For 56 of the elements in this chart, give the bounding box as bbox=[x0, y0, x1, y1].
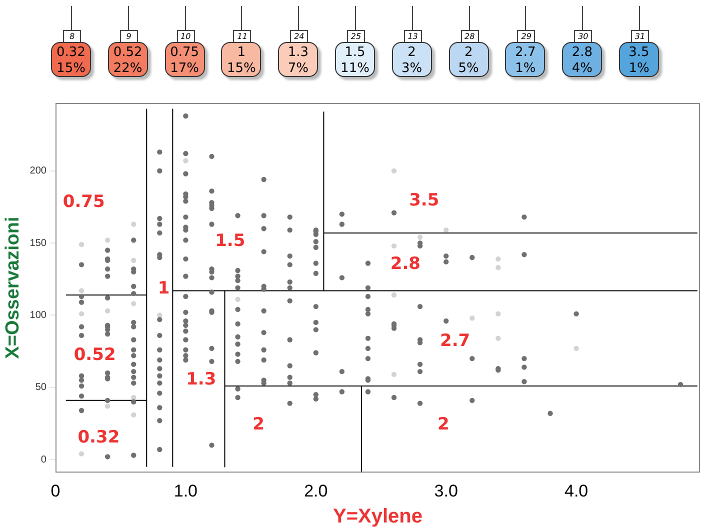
text: 2.7 bbox=[514, 45, 537, 61]
text: 1.3 bbox=[286, 45, 310, 61]
y-tick-label: 0 bbox=[40, 454, 47, 466]
text: 0.52 bbox=[112, 45, 144, 61]
x-tick-label: 3.0 bbox=[434, 481, 458, 500]
text: 0.32 bbox=[56, 45, 86, 61]
text: 24 bbox=[290, 30, 308, 43]
annotation: 1.5 bbox=[215, 231, 246, 252]
text: 13 bbox=[404, 30, 422, 43]
text: 8 bbox=[63, 30, 81, 43]
text: 7% bbox=[286, 61, 310, 77]
annotation: 2 bbox=[252, 414, 264, 434]
text: 2 bbox=[406, 45, 417, 61]
annotation: 0.75 bbox=[62, 192, 105, 212]
x-tick-label: 4.0 bbox=[564, 481, 588, 500]
text: 30 bbox=[574, 30, 592, 43]
text: 15% bbox=[56, 61, 86, 77]
text: 15% bbox=[226, 61, 257, 77]
annotation: 1.3 bbox=[186, 370, 216, 390]
x-axis-title: Y=Xylene bbox=[332, 506, 422, 528]
y-tick-label: 100 bbox=[30, 310, 47, 321]
annotation: 0.32 bbox=[78, 427, 120, 448]
text: 2.8 bbox=[570, 45, 594, 61]
x-tick-label: 1.0 bbox=[174, 481, 198, 500]
x-tick-label: 2.0 bbox=[304, 481, 328, 500]
text: 10 bbox=[176, 30, 195, 43]
annotation: 2.8 bbox=[390, 254, 421, 274]
text: 4% bbox=[570, 61, 594, 77]
text: 25 bbox=[347, 30, 365, 43]
annotation: 3.5 bbox=[409, 190, 440, 211]
text: 31 bbox=[631, 30, 649, 43]
text: 1% bbox=[514, 61, 537, 77]
text: 22% bbox=[112, 61, 144, 77]
text: 0.75 bbox=[169, 45, 200, 61]
text: 9 bbox=[120, 30, 138, 43]
annotation: 2.7 bbox=[440, 330, 470, 351]
text: 2 bbox=[463, 45, 474, 61]
text: 11 bbox=[233, 30, 252, 43]
text: 28 bbox=[460, 30, 479, 43]
text: 29 bbox=[517, 30, 536, 43]
text: 5% bbox=[457, 61, 480, 77]
text: 1% bbox=[628, 61, 650, 77]
y-axis-title: X=Osservazioni bbox=[2, 216, 24, 359]
y-tick-label: 50 bbox=[35, 382, 47, 394]
annotation: 0.52 bbox=[74, 345, 116, 366]
text: 17% bbox=[169, 61, 200, 77]
annotation: 1 bbox=[158, 278, 170, 299]
text: 1 bbox=[236, 45, 247, 61]
text: 1.5 bbox=[344, 45, 366, 61]
y-tick-label: 200 bbox=[30, 166, 47, 177]
text: 11% bbox=[340, 61, 370, 77]
x-tick-label: 0 bbox=[50, 481, 60, 500]
text: 3.5 bbox=[628, 45, 650, 61]
annotation: 2 bbox=[438, 414, 450, 434]
text: 3% bbox=[400, 61, 424, 77]
y-tick-label: 150 bbox=[30, 238, 47, 249]
